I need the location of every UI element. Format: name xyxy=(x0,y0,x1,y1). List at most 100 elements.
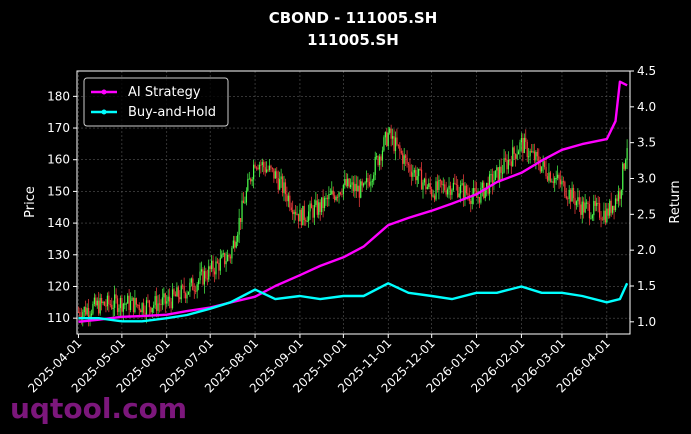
candle-body xyxy=(383,137,385,151)
candle-body xyxy=(354,183,356,192)
candle-body xyxy=(536,151,538,157)
candle-body xyxy=(79,312,81,317)
candle-body xyxy=(497,167,499,182)
candle-body xyxy=(367,178,369,182)
candle-body xyxy=(310,203,313,209)
candle-body xyxy=(435,181,437,200)
candle-body xyxy=(467,193,469,195)
candle-body xyxy=(153,305,155,308)
candle-body xyxy=(381,150,384,161)
candle-body xyxy=(279,179,281,190)
candle-body xyxy=(486,182,488,189)
candle-body xyxy=(506,159,508,170)
price-candles xyxy=(77,124,628,327)
candle-body xyxy=(585,202,588,204)
candle-body xyxy=(445,190,447,195)
y-right-tick-label: 2.0 xyxy=(637,243,656,257)
candle-body xyxy=(276,171,278,179)
candle-body xyxy=(522,137,524,153)
candle-body xyxy=(247,179,249,191)
candle-body xyxy=(156,296,158,311)
candle-body xyxy=(281,176,284,193)
candle-body xyxy=(478,196,481,203)
candle-body xyxy=(147,300,149,302)
candle-body xyxy=(193,290,195,292)
candle-body xyxy=(454,182,456,184)
candle-body xyxy=(580,204,582,215)
candle-body xyxy=(552,181,554,183)
y-right-tick-label: 2.5 xyxy=(637,207,656,221)
candle-body xyxy=(166,301,168,304)
candle-body xyxy=(623,163,625,169)
candle-body xyxy=(565,196,567,199)
candle-body xyxy=(255,167,258,169)
candle-body xyxy=(371,180,373,182)
candle-body xyxy=(370,181,372,186)
candle-body xyxy=(405,155,407,158)
candle-body xyxy=(235,241,237,248)
candle-body xyxy=(325,197,327,199)
candle-body xyxy=(517,151,520,155)
candle-body xyxy=(182,285,184,287)
candle-body xyxy=(462,183,465,199)
candle-body xyxy=(292,210,294,215)
candle-body xyxy=(591,215,593,219)
candle-body xyxy=(529,150,531,157)
candle-body xyxy=(612,205,614,213)
candle-body xyxy=(419,168,421,170)
candle-body xyxy=(510,161,512,167)
candle-body xyxy=(626,148,628,161)
candle-body xyxy=(332,190,334,196)
candle-body xyxy=(502,172,504,174)
chart-subtitle: 111005.SH xyxy=(307,31,399,49)
candle-body xyxy=(477,196,479,198)
y-right-axis-ticks: 1.0 1.5 2.0 2.5 3.0 3.5 4.0 4.5 xyxy=(630,64,656,329)
candle-body xyxy=(160,304,162,306)
candle-body xyxy=(601,219,604,221)
candle-body xyxy=(509,159,511,162)
candle-body xyxy=(609,200,611,216)
candle-body xyxy=(109,304,111,306)
candle-body xyxy=(326,197,329,200)
candle-body xyxy=(163,293,165,298)
candle-body xyxy=(568,189,570,199)
candle-body xyxy=(438,179,440,191)
candle-body xyxy=(108,295,110,305)
candle-body xyxy=(122,303,124,312)
candle-body xyxy=(507,159,509,170)
candle-body xyxy=(386,132,388,146)
candle-body xyxy=(432,195,434,197)
candle-body xyxy=(266,169,268,173)
candle-body xyxy=(562,181,565,183)
candle-body xyxy=(491,174,494,186)
candle-body xyxy=(150,307,152,313)
candle-body xyxy=(114,294,116,308)
candle-body xyxy=(106,295,109,307)
candle-body xyxy=(112,307,114,309)
candle-body xyxy=(203,271,205,285)
candle-body xyxy=(425,178,427,190)
candle-body xyxy=(145,300,148,315)
candle-body xyxy=(119,298,122,309)
candle-body xyxy=(85,307,87,315)
candle-body xyxy=(258,164,261,170)
candle-body xyxy=(334,195,336,201)
candle-body xyxy=(124,303,126,305)
candle-body xyxy=(121,298,123,312)
candle-body xyxy=(221,254,223,258)
candle-body xyxy=(422,182,424,190)
candle-body xyxy=(574,198,576,206)
candle-body xyxy=(403,155,405,164)
candle-body xyxy=(138,305,140,311)
candle-body xyxy=(218,262,220,271)
candle-body xyxy=(296,213,298,215)
candle-body xyxy=(564,181,566,197)
candle-body xyxy=(96,300,98,306)
candle-body xyxy=(300,209,302,226)
candle-body xyxy=(348,178,350,188)
candle-body xyxy=(179,297,181,300)
candle-body xyxy=(323,198,326,209)
candle-body xyxy=(305,219,307,222)
candle-body xyxy=(449,185,452,195)
